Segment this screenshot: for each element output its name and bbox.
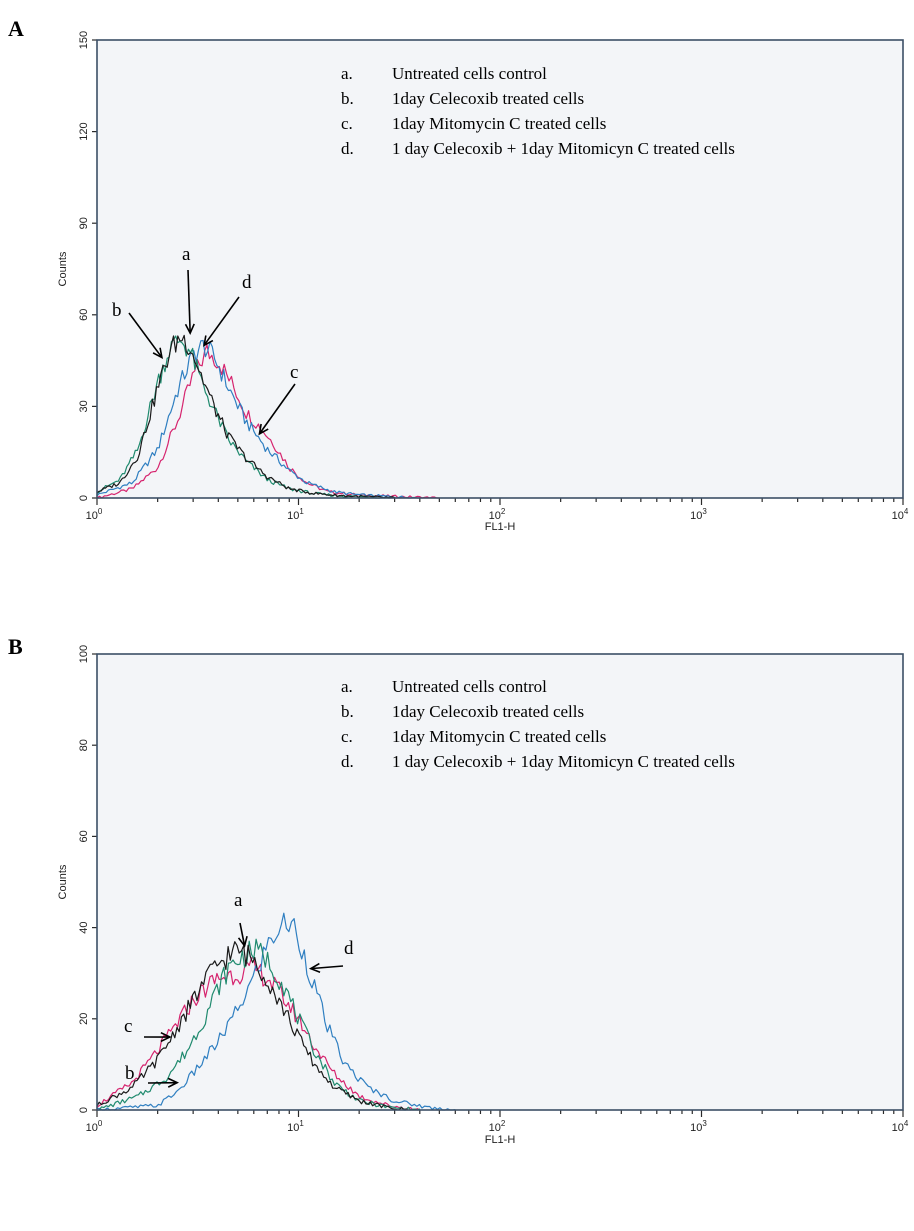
x-tick-label: 101 xyxy=(287,1119,304,1134)
annotation-label: c xyxy=(290,362,298,383)
legend-key: a. xyxy=(341,64,353,83)
plot-area xyxy=(97,654,903,1110)
legend-key: c. xyxy=(341,727,353,746)
annotation-label: d xyxy=(344,938,354,959)
plot-frame xyxy=(96,653,904,1111)
panel-a: A 0 30 60 90 120 150 100 101 102 103 104 FL1-H Cou… xyxy=(8,16,909,533)
legend-key: a. xyxy=(341,677,353,696)
plot-area xyxy=(97,40,903,498)
annotation-label: c xyxy=(124,1016,132,1037)
x-tick-label: 100 xyxy=(86,1119,103,1134)
annotation-arrowhead xyxy=(152,347,164,360)
annotation-arrow xyxy=(239,922,246,946)
legend-key: b. xyxy=(341,702,354,721)
x-axis-title: FL1-H xyxy=(485,521,516,533)
panel-letter: A xyxy=(8,16,24,41)
annotations: a b c d xyxy=(124,890,354,1088)
series-line-a xyxy=(96,334,395,499)
legend-key: b. xyxy=(341,89,354,108)
y-tick-label: 80 xyxy=(78,739,90,751)
y-tick-label: 60 xyxy=(78,309,90,321)
x-tick-label: 103 xyxy=(690,507,707,522)
x-tick-label: 104 xyxy=(892,1119,909,1134)
legend: a. Untreated cells control b. 1day Celec… xyxy=(341,64,735,158)
legend-key: d. xyxy=(341,752,354,771)
legend-label: Untreated cells control xyxy=(392,64,547,83)
annotation-arrowhead xyxy=(203,335,214,347)
series-line-b xyxy=(97,938,421,1111)
y-tick-label: 120 xyxy=(78,122,90,140)
annotation-arrow xyxy=(258,383,296,435)
y-tick-label: 150 xyxy=(78,31,90,49)
y-axis-title: Counts xyxy=(57,864,69,899)
series-line-c xyxy=(96,957,421,1111)
legend-key: c. xyxy=(341,114,353,133)
panel-b: B 0 20 40 60 80 100 100 101 102 103 104 FL1-H Coun… xyxy=(8,634,909,1146)
annotation-label: a xyxy=(234,890,243,911)
annotation-arrowhead xyxy=(167,1077,180,1088)
annotation-arrow xyxy=(187,269,191,334)
y-tick-label: 90 xyxy=(78,217,90,229)
series-group xyxy=(96,912,456,1111)
annotation-label: d xyxy=(242,272,252,293)
annotation-arrowhead xyxy=(184,323,195,335)
legend-label: Untreated cells control xyxy=(392,677,547,696)
annotation-arrowhead xyxy=(308,962,321,973)
plot-frame xyxy=(96,39,904,499)
annotation-arrow xyxy=(203,296,240,346)
annotation-label: b xyxy=(112,300,122,321)
annotation-arrowhead xyxy=(160,1031,172,1043)
legend-label: 1 day Celecoxib + 1day Mitomicyn C treat… xyxy=(392,139,735,158)
annotation-label: a xyxy=(182,244,191,265)
x-tick-label: 102 xyxy=(489,1119,506,1134)
legend-label: 1 day Celecoxib + 1day Mitomicyn C treat… xyxy=(392,752,735,771)
y-tick-label: 0 xyxy=(78,495,90,501)
legend-label: 1day Celecoxib treated cells xyxy=(392,702,584,721)
axis-ticks: 0 20 40 60 80 100 100 101 102 103 104 xyxy=(78,645,909,1134)
x-axis-title: FL1-H xyxy=(485,1134,516,1146)
x-tick-label: 100 xyxy=(86,507,103,522)
x-tick-label: 103 xyxy=(690,1119,707,1134)
x-tick-label: 102 xyxy=(489,507,506,522)
y-tick-label: 60 xyxy=(78,830,90,842)
y-tick-label: 0 xyxy=(78,1107,90,1113)
panel-letter: B xyxy=(8,634,23,659)
series-line-a xyxy=(96,941,409,1111)
annotation-label: b xyxy=(125,1063,135,1084)
legend-key: d. xyxy=(341,139,354,158)
y-tick-label: 40 xyxy=(78,921,90,933)
legend-label: 1day Celecoxib treated cells xyxy=(392,89,584,108)
y-tick-label: 20 xyxy=(78,1013,90,1025)
x-tick-label: 101 xyxy=(287,507,304,522)
annotation-arrowhead xyxy=(258,423,269,436)
annotation-arrow xyxy=(128,312,163,359)
y-axis-title: Counts xyxy=(57,251,69,286)
x-tick-label: 104 xyxy=(892,507,909,522)
annotations: a b c d xyxy=(112,244,298,436)
legend: a. Untreated cells control b. 1day Celec… xyxy=(341,677,735,771)
legend-label: 1day Mitomycin C treated cells xyxy=(392,727,606,746)
series-line-d xyxy=(96,912,456,1111)
y-tick-label: 100 xyxy=(78,645,90,663)
annotation-arrowhead xyxy=(237,935,248,948)
annotation-arrow xyxy=(310,965,344,970)
series-group xyxy=(96,334,440,499)
legend-label: 1day Mitomycin C treated cells xyxy=(392,114,606,133)
y-tick-label: 30 xyxy=(78,400,90,412)
